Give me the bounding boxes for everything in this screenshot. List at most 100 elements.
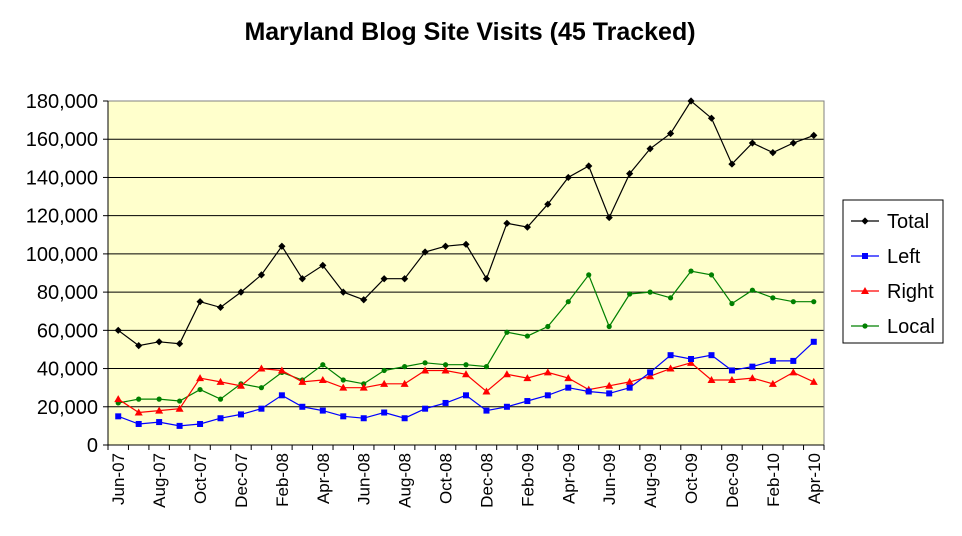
data-point-local [524, 333, 530, 339]
data-point-total [441, 242, 450, 250]
data-point-right [564, 374, 573, 382]
data-point-total [605, 213, 613, 222]
data-point-local [402, 364, 408, 370]
data-point-left [688, 356, 695, 362]
data-point-local [749, 287, 756, 293]
data-point-left [278, 392, 285, 399]
data-point-local [647, 289, 653, 295]
data-point-left [217, 415, 224, 422]
data-point-total [401, 275, 409, 283]
x-tick-label: Jun-08 [355, 453, 374, 505]
x-tick-label: Apr-10 [805, 453, 824, 504]
data-point-left [769, 357, 776, 364]
data-point-right [155, 406, 164, 414]
data-point-left [422, 405, 429, 412]
data-point-local [258, 385, 265, 391]
data-point-right [236, 381, 245, 389]
data-point-local [442, 362, 449, 368]
data-point-local [422, 360, 428, 366]
data-point-local [606, 323, 612, 330]
y-tick-label: 80,000 [37, 282, 98, 304]
data-point-local [483, 364, 490, 370]
data-point-left [299, 403, 306, 410]
data-point-total [626, 170, 634, 178]
data-point-local [667, 295, 674, 301]
y-tick-label: 120,000 [26, 206, 98, 228]
data-point-local [545, 323, 551, 330]
data-point-right [298, 377, 307, 385]
y-tick-label: 0 [87, 435, 98, 457]
plot-area [108, 101, 824, 445]
data-point-right [646, 372, 655, 380]
data-point-local [770, 295, 776, 301]
data-point-local [197, 386, 203, 393]
data-point-total [196, 298, 204, 306]
data-point-local [790, 299, 796, 305]
legend-label-right: Right [887, 281, 934, 303]
legend-marker-left [862, 253, 868, 259]
data-point-left [503, 403, 510, 410]
data-point-right [666, 364, 675, 372]
data-point-right [216, 377, 225, 385]
data-point-right [134, 408, 143, 416]
data-point-total [789, 139, 797, 147]
legend-label-total: Total [887, 211, 929, 233]
data-point-local [586, 272, 592, 278]
x-tick-label: Oct-07 [191, 453, 210, 504]
data-point-total [135, 342, 143, 350]
data-point-local [811, 299, 817, 305]
data-point-left [197, 420, 204, 427]
data-point-local [504, 329, 510, 335]
data-point-left [626, 384, 633, 391]
data-point-total [257, 271, 266, 279]
data-point-total [380, 275, 388, 283]
data-point-left [606, 390, 613, 397]
data-point-right [543, 368, 552, 376]
data-point-left [442, 399, 449, 406]
data-point-local [320, 362, 326, 368]
data-point-left [463, 392, 469, 399]
data-point-local [688, 268, 694, 274]
y-tick-label: 100,000 [26, 244, 98, 266]
data-point-right [318, 376, 327, 384]
data-point-right [277, 366, 286, 374]
data-point-left [237, 411, 244, 418]
data-point-total [646, 145, 654, 153]
data-point-total [544, 200, 552, 208]
y-tick-label: 60,000 [37, 320, 98, 342]
data-point-local [708, 272, 715, 278]
data-point-total [216, 303, 225, 311]
x-tick-label: Aug-07 [150, 453, 169, 508]
legend-marker-total [861, 217, 869, 225]
data-point-left [401, 415, 408, 422]
data-point-total [687, 97, 695, 105]
data-point-right [809, 377, 818, 385]
data-point-total [523, 223, 531, 231]
data-point-right [421, 366, 430, 374]
x-tick-label: Dec-07 [232, 453, 251, 508]
data-point-right [441, 366, 450, 374]
data-point-right [789, 368, 798, 376]
data-point-left [258, 405, 265, 412]
x-tick-label: Oct-08 [437, 453, 456, 504]
data-point-left [565, 384, 572, 391]
x-tick-label: Dec-08 [477, 453, 496, 508]
data-point-total [769, 149, 777, 157]
data-point-right [768, 379, 777, 387]
data-point-left [667, 352, 674, 359]
data-point-right [482, 387, 491, 395]
data-point-right [114, 395, 123, 403]
data-point-right [400, 379, 409, 387]
data-point-right [502, 370, 511, 378]
data-point-local [136, 396, 142, 402]
data-point-right [523, 374, 532, 382]
data-point-left [749, 363, 756, 370]
data-point-total [237, 288, 245, 296]
data-point-right [687, 358, 696, 366]
chart-title: Maryland Blog Site Visits (45 Tracked) [244, 18, 696, 46]
x-tick-label: Aug-08 [396, 453, 415, 508]
data-point-total [462, 240, 470, 248]
data-point-local [381, 367, 387, 374]
